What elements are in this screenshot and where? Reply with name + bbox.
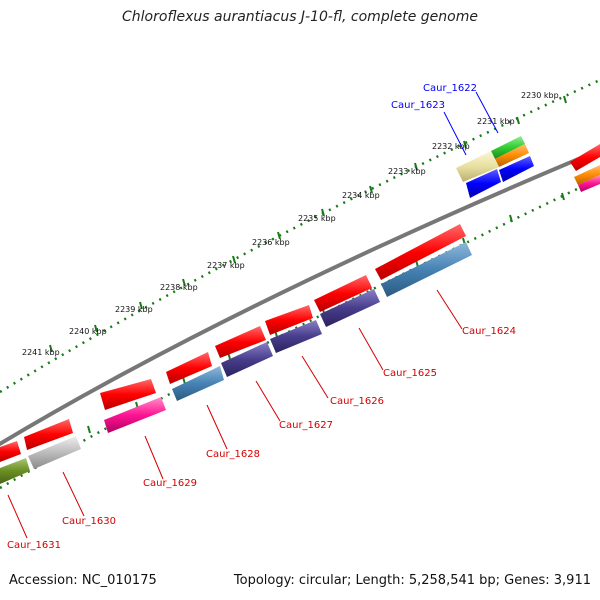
ruler-tick (463, 140, 467, 149)
ruler-tick (277, 231, 281, 240)
leader-line (206, 404, 228, 450)
gene-feature[interactable] (495, 144, 529, 167)
kbp-label: 2239 kbp (115, 305, 153, 314)
leader-line (358, 327, 384, 371)
kbp-label: 2234 kbp (342, 191, 380, 200)
gene-feature[interactable] (172, 366, 224, 401)
ruler-tick (139, 301, 143, 310)
gene-feature[interactable] (320, 289, 380, 327)
leader-line (255, 380, 281, 422)
gene-label-caur-1629[interactable]: Caur_1629 (143, 478, 197, 489)
leader-line (7, 494, 28, 539)
gene-feature[interactable] (104, 397, 166, 433)
leader-line (443, 111, 467, 156)
kbp-label: 2240 kbp (69, 327, 107, 336)
ruler-tick (563, 95, 567, 104)
gene-feature[interactable] (270, 320, 322, 353)
kbp-label: 2241 kbp (22, 348, 60, 357)
gene-feature[interactable] (381, 242, 472, 297)
kbp-label: 2237 kbp (207, 261, 245, 270)
leader-line (62, 471, 85, 517)
gene-feature[interactable] (265, 305, 313, 335)
kbp-label: 2231 kbp (477, 117, 515, 126)
gene-feature[interactable] (570, 144, 600, 171)
ruler-tick (561, 192, 565, 201)
gene-feature[interactable] (215, 326, 266, 358)
gene-label-caur-1630[interactable]: Caur_1630 (62, 516, 116, 527)
ruler-tick (516, 116, 520, 125)
gene-label-caur-1631[interactable]: Caur_1631 (7, 540, 61, 551)
gene-feature[interactable] (499, 156, 534, 182)
map-title: Chloroflexus aurantiacus J-10-fl, comple… (122, 9, 478, 25)
gene-feature[interactable] (314, 275, 372, 312)
gene-feature[interactable] (491, 136, 525, 159)
gene-label-caur-1624[interactable]: Caur_1624 (462, 326, 516, 337)
gene-label-caur-1623[interactable]: Caur_1623 (391, 100, 445, 111)
ruler-tick (369, 185, 373, 194)
gene-feature[interactable] (578, 175, 600, 192)
kbp-label: 2230 kbp (521, 91, 559, 100)
ruler-tick (94, 324, 98, 333)
gene-label-caur-1627[interactable]: Caur_1627 (279, 420, 333, 431)
leader-line (475, 91, 499, 134)
gene-feature[interactable] (0, 441, 21, 462)
gene-track-lower (0, 156, 600, 484)
ruler-tick (87, 425, 91, 434)
position-ruler (0, 78, 600, 394)
gene-feature[interactable] (466, 169, 501, 198)
kbp-label: 2238 kbp (160, 283, 198, 292)
genome-summary-text: Topology: circular; Length: 5,258,541 bp… (233, 573, 591, 588)
ruler-ticks-outer (49, 95, 567, 353)
gene-label-caur-1626[interactable]: Caur_1626 (330, 396, 384, 407)
ruler-tick (321, 208, 325, 217)
gene-feature[interactable] (0, 458, 30, 484)
gene-feature[interactable] (166, 352, 212, 384)
leader-line (301, 355, 329, 399)
gene-track-upper (0, 136, 600, 462)
gene-feature[interactable] (375, 224, 466, 280)
gene-feature[interactable] (574, 165, 600, 185)
genome-backbone (0, 148, 600, 447)
ruler-tick (49, 344, 53, 353)
ruler-tick (414, 162, 418, 171)
accession-text: Accession: NC_010175 (9, 573, 157, 588)
gene-label-caur-1622[interactable]: Caur_1622 (423, 83, 477, 94)
gene-feature[interactable] (456, 151, 499, 182)
gene-feature[interactable] (100, 379, 156, 410)
kbp-label: 2233 kbp (388, 167, 426, 176)
gene-label-caur-1628[interactable]: Caur_1628 (206, 449, 260, 460)
leader-line (436, 289, 463, 330)
ruler-tick (509, 214, 513, 223)
kbp-label: 2235 kbp (298, 214, 336, 223)
gene-feature[interactable] (24, 419, 73, 450)
label-leaders (7, 91, 499, 539)
gene-feature[interactable] (28, 436, 81, 469)
ruler-tick (232, 255, 236, 264)
ruler-tick (182, 278, 186, 287)
gene-feature[interactable] (221, 342, 273, 377)
kbp-label: 2232 kbp (432, 142, 470, 151)
gene-label-caur-1625[interactable]: Caur_1625 (383, 368, 437, 379)
leader-line (144, 435, 164, 480)
kbp-label: 2236 kbp (252, 238, 290, 247)
